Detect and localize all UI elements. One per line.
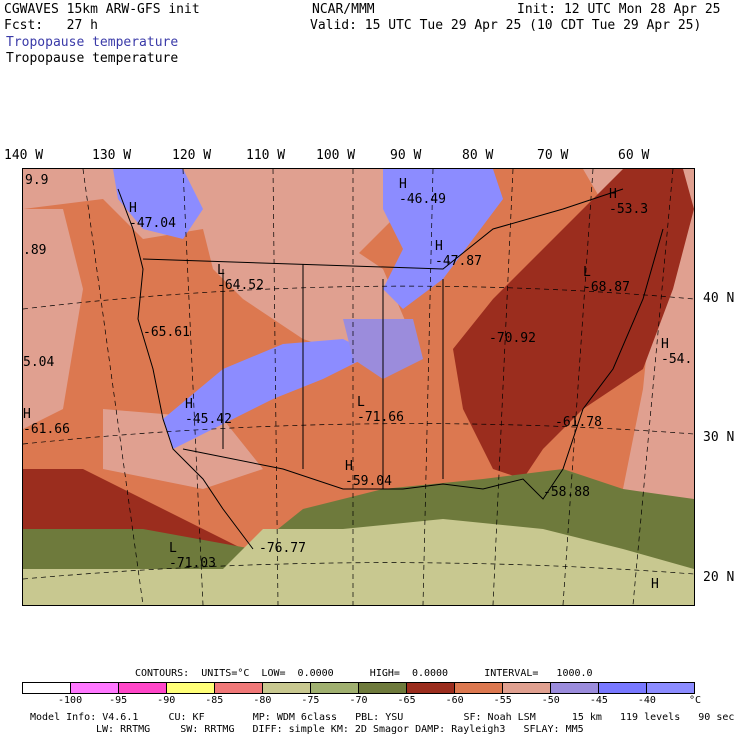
colorbar-swatch bbox=[407, 683, 455, 693]
colorbar-swatch bbox=[263, 683, 311, 693]
high-label: H bbox=[651, 577, 659, 592]
model-info-line2: LW: RRTMG SW: RRTMG DIFF: simple KM: 2D … bbox=[96, 724, 584, 735]
lon-label: 120 W bbox=[172, 148, 212, 163]
lat-label: 30 N bbox=[703, 430, 735, 445]
contour-info: CONTOURS: UNITS=°C LOW= 0.0000 HIGH= 0.0… bbox=[135, 668, 593, 679]
colorbar-tick-label: -60 bbox=[445, 695, 464, 706]
colorbar-swatch bbox=[71, 683, 119, 693]
map-svg bbox=[23, 169, 694, 605]
colorbar-swatch bbox=[311, 683, 359, 693]
high-label: H -45.42 bbox=[185, 397, 232, 427]
model-info-line1: Model Info: V4.6.1 CU: KF MP: WDM 6class… bbox=[30, 712, 735, 723]
colorbar-tick-label: -40 bbox=[637, 695, 656, 706]
lat-label: 40 N bbox=[703, 291, 735, 306]
field-khaki-south bbox=[23, 519, 694, 605]
contour-value: -70.92 bbox=[489, 331, 536, 346]
colorbar-tick-label: -85 bbox=[205, 695, 224, 706]
colorbar-swatch bbox=[23, 683, 71, 693]
field-blue-greatlakes bbox=[383, 169, 503, 309]
colorbar-tick-label: -75 bbox=[301, 695, 320, 706]
field-title-secondary: Tropopause temperature bbox=[6, 51, 179, 66]
contour-value: -61.78 bbox=[555, 415, 602, 430]
organization: NCAR/MMM bbox=[312, 2, 375, 17]
valid-time: Valid: 15 UTC Tue 29 Apr 25 (10 CDT Tue … bbox=[310, 18, 702, 33]
colorbar-tick-label: -95 bbox=[109, 695, 128, 706]
lon-label: 100 W bbox=[316, 148, 356, 163]
contour-value: -58.88 bbox=[543, 485, 590, 500]
colorbar-swatch bbox=[647, 683, 694, 693]
colorbar-tick-label: -45 bbox=[589, 695, 608, 706]
field-blue-nw bbox=[113, 169, 203, 239]
lon-label: 130 W bbox=[92, 148, 132, 163]
lon-label: 80 W bbox=[462, 148, 494, 163]
colorbar-tick-label: °C bbox=[688, 695, 702, 706]
colorbar-tick-label: -65 bbox=[397, 695, 416, 706]
low-label: L -71.03 bbox=[169, 541, 216, 571]
colorbar-swatch bbox=[119, 683, 167, 693]
colorbar-tick-label: -55 bbox=[493, 695, 512, 706]
high-label: H -54. bbox=[661, 337, 693, 367]
high-label: H -59.04 bbox=[345, 459, 392, 489]
colorbar-tick-label: -100 bbox=[58, 695, 83, 706]
lon-label: 110 W bbox=[246, 148, 286, 163]
colorbar-swatch bbox=[503, 683, 551, 693]
colorbar-swatch bbox=[167, 683, 215, 693]
graticule bbox=[23, 169, 694, 605]
colorbar-swatch bbox=[455, 683, 503, 693]
lon-label: 60 W bbox=[618, 148, 650, 163]
lon-label: 90 W bbox=[390, 148, 422, 163]
contour-value: -76.77 bbox=[259, 541, 306, 556]
high-label: H -47.87 bbox=[435, 239, 482, 269]
lon-label: 140 W bbox=[4, 148, 44, 163]
colorbar-swatch bbox=[599, 683, 647, 693]
colorbar-tick-label: -80 bbox=[253, 695, 272, 706]
lon-label: 70 W bbox=[537, 148, 569, 163]
contour-value: 5.04 bbox=[23, 355, 55, 370]
high-label: H -46.49 bbox=[399, 177, 446, 207]
forecast-hour: Fcst: 27 h bbox=[4, 18, 98, 33]
field-pink-west bbox=[23, 209, 83, 429]
high-label: H -47.04 bbox=[129, 201, 176, 231]
high-label: H -53.3 bbox=[609, 187, 649, 217]
field-blue-rockies bbox=[163, 339, 373, 449]
colorbar-tick-label: -50 bbox=[541, 695, 560, 706]
init-time: Init: 12 UTC Mon 28 Apr 25 bbox=[517, 2, 721, 17]
contour-value: -65.61 bbox=[143, 325, 190, 340]
colorbar-swatch bbox=[551, 683, 599, 693]
field-title-primary: Tropopause temperature bbox=[6, 35, 179, 50]
field-brick-east bbox=[453, 169, 694, 479]
model-title: CGWAVES 15km ARW-GFS init bbox=[4, 2, 200, 17]
contour-value: .89 bbox=[23, 243, 47, 258]
map-panel: H -46.49 H -47.04 H -47.87 L -64.52 H -53.3 L… bbox=[22, 168, 695, 606]
colorbar-swatch bbox=[359, 683, 407, 693]
low-label: L -68.87 bbox=[583, 265, 630, 295]
colorbar bbox=[22, 682, 695, 694]
borders bbox=[117, 188, 664, 550]
high-label: H -61.66 bbox=[23, 407, 70, 437]
colorbar-swatch bbox=[215, 683, 263, 693]
lat-label: 20 N bbox=[703, 570, 735, 585]
colorbar-tick-label: -90 bbox=[157, 695, 176, 706]
low-label: L -64.52 bbox=[217, 263, 264, 293]
low-label: L -71.66 bbox=[357, 395, 404, 425]
contour-value: 9.9 bbox=[25, 173, 49, 188]
colorbar-tick-label: -70 bbox=[349, 695, 368, 706]
